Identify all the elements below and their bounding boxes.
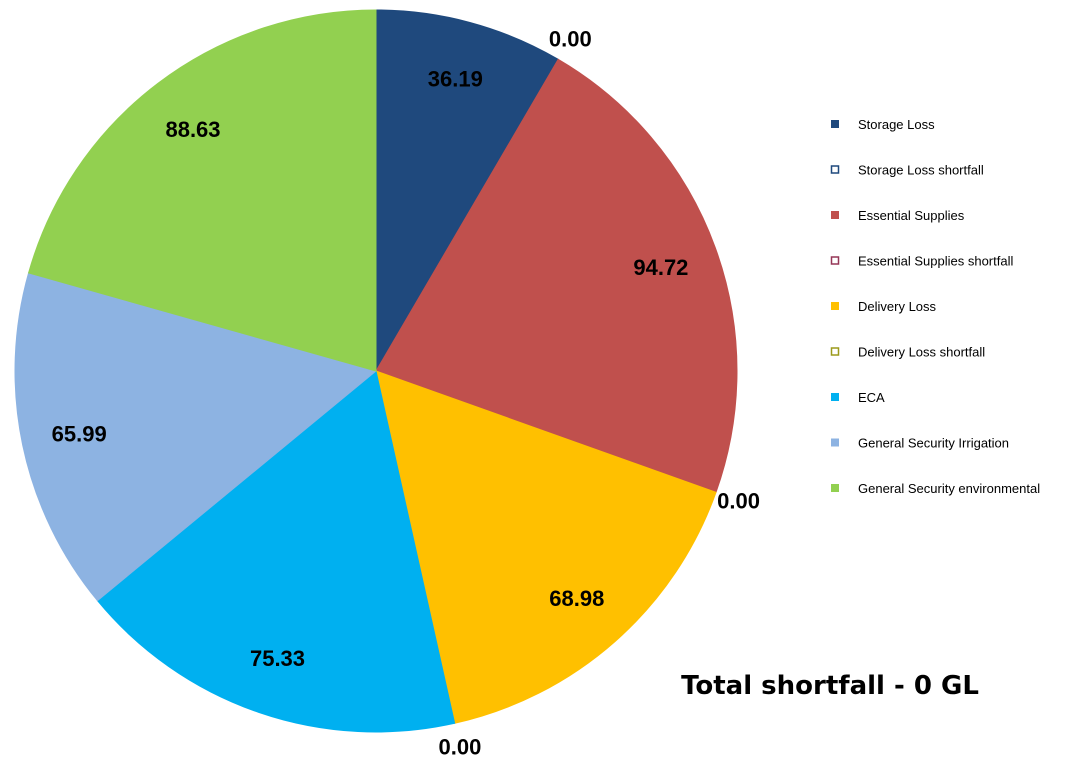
pie-slice-delivery-loss [375,370,717,724]
legend-item-storage-loss: Storage Loss [831,117,935,132]
legend-label-delivery-loss-shortfall: Delivery Loss shortfall [858,345,985,360]
legend-label-eca: ECA [858,390,885,405]
legend-item-eca: ECA [831,390,885,405]
total-shortfall-annotation: Total shortfall - 0 GL [681,671,979,701]
legend-swatch-general-security-irrigation [831,438,839,447]
pie-data-labels: 36.19 0.00 94.72 0.00 68.98 0.00 75.33 65.99 88.… [52,27,760,758]
legend-label-general-security-environmental: General Security environmental [858,481,1040,496]
pie-slice-storage-loss [375,9,559,373]
legend-item-storage-loss-shortfall: Storage Loss shortfall [830,163,984,178]
legend-swatch-general-security-environmental [831,484,839,492]
data-label-eca: 75.33 [250,646,305,671]
legend-item-general-security-irrigation: General Security Irrigation [831,436,1009,451]
legend-label-storage-loss-shortfall: Storage Loss shortfall [858,163,984,178]
legend-swatch-delivery-loss [831,302,839,310]
data-label-essential-supplies-shortfall: 0.00 [717,488,760,513]
legend: Storage Loss Storage Loss shortfall Essent… [830,117,1040,496]
pie-slice-eca [96,370,456,733]
legend-swatch-essential-supplies-shortfall [830,256,840,265]
data-label-essential-supplies: 94.72 [633,255,688,280]
data-label-storage-loss: 36.19 [428,66,483,91]
pie-slice-general-security-environmental [27,9,377,372]
legend-item-essential-supplies-shortfall: Essential Supplies shortfall [830,254,1013,269]
legend-label-essential-supplies: Essential Supplies [858,208,965,223]
legend-item-delivery-loss-shortfall: Delivery Loss shortfall [830,345,985,360]
legend-item-delivery-loss: Delivery Loss [831,299,937,314]
data-label-delivery-loss-shortfall: 0.00 [438,735,481,758]
legend-item-general-security-environmental: General Security environmental [831,481,1040,496]
legend-swatch-essential-supplies [831,211,839,219]
legend-swatch-eca [831,393,839,401]
pie-slice-general-security-irrigation [14,272,378,602]
legend-label-storage-loss: Storage Loss [858,117,935,132]
data-label-general-security-environmental: 88.63 [165,117,220,142]
legend-item-essential-supplies: Essential Supplies [831,208,965,223]
legend-swatch-storage-loss [831,120,839,128]
legend-swatch-delivery-loss-shortfall [830,347,840,356]
legend-label-essential-supplies-shortfall: Essential Supplies shortfall [858,254,1013,269]
legend-label-delivery-loss: Delivery Loss [858,299,937,314]
legend-swatch-storage-loss-shortfall [830,165,840,174]
legend-label-general-security-irrigation: General Security Irrigation [858,436,1009,451]
data-label-delivery-loss: 68.98 [549,586,604,611]
pie-slices [14,9,738,733]
data-label-general-security-irrigation: 65.99 [52,421,107,446]
pie-slice-essential-supplies [375,58,738,493]
data-label-storage-loss-shortfall: 0.00 [549,27,592,52]
